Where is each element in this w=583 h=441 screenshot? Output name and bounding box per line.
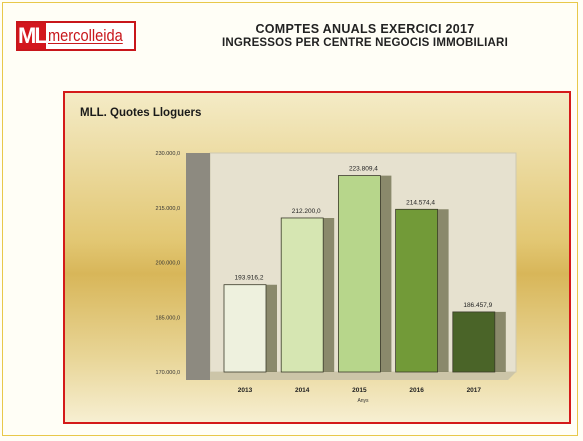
y-tick-label: 170.000,0 [156, 370, 180, 376]
bar-side [323, 217, 335, 372]
logo-mark: ML [18, 23, 48, 49]
report-title: COMPTES ANUALS EXERCICI 2017 [255, 22, 475, 36]
x-tick-label: 2013 [238, 387, 253, 394]
y-tick-label: 215.000,0 [156, 206, 180, 212]
plot-floor [202, 372, 516, 380]
bar-side [494, 311, 506, 372]
bar-2015 [337, 175, 381, 373]
x-tick-label: 2017 [467, 387, 482, 394]
report-subtitle: INGRESSOS PER CENTRE NEGOCIS IMMOBILIARI [222, 37, 508, 49]
data-label: 186.457,9 [463, 302, 492, 309]
page-frame [2, 2, 578, 436]
x-axis-label: Anys [357, 398, 369, 404]
y-tick-label: 200.000,0 [156, 261, 180, 267]
bar-2017 [452, 311, 496, 373]
bar-side [437, 209, 449, 372]
bar-side [266, 284, 277, 372]
y-tick-label: 230.000,0 [156, 151, 180, 157]
data-label: 193.916,2 [235, 275, 264, 282]
data-label: 223.809,4 [349, 166, 378, 173]
x-tick-label: 2016 [409, 387, 424, 394]
bar-chart: 170.000,0 185.000,0 200.000,0 215.000,0 230.… [156, 151, 517, 404]
bar-2016 [395, 208, 439, 373]
data-label: 214.574,4 [406, 199, 435, 206]
logo-text: mercolleida [47, 26, 123, 45]
report-heading: COMPTES ANUALS EXERCICI 2017 INGRESSOS P… [180, 22, 550, 50]
bar-2013 [223, 284, 267, 373]
mercolleida-logo: ML mercolleida [16, 21, 136, 51]
x-tick-label: 2014 [295, 387, 310, 394]
chart-panel: MLL. Quotes Lloguers 170.000,0 185.000,0 2… [63, 91, 571, 424]
chart-title: MLL. Quotes Lloguers [80, 107, 202, 119]
bar-side [380, 175, 392, 372]
bar-2014 [280, 217, 324, 373]
plot-side-wall [186, 153, 210, 380]
data-label: 212.200,0 [292, 208, 321, 215]
y-tick-label: 185.000,0 [156, 315, 180, 321]
x-tick-label: 2015 [352, 387, 367, 394]
